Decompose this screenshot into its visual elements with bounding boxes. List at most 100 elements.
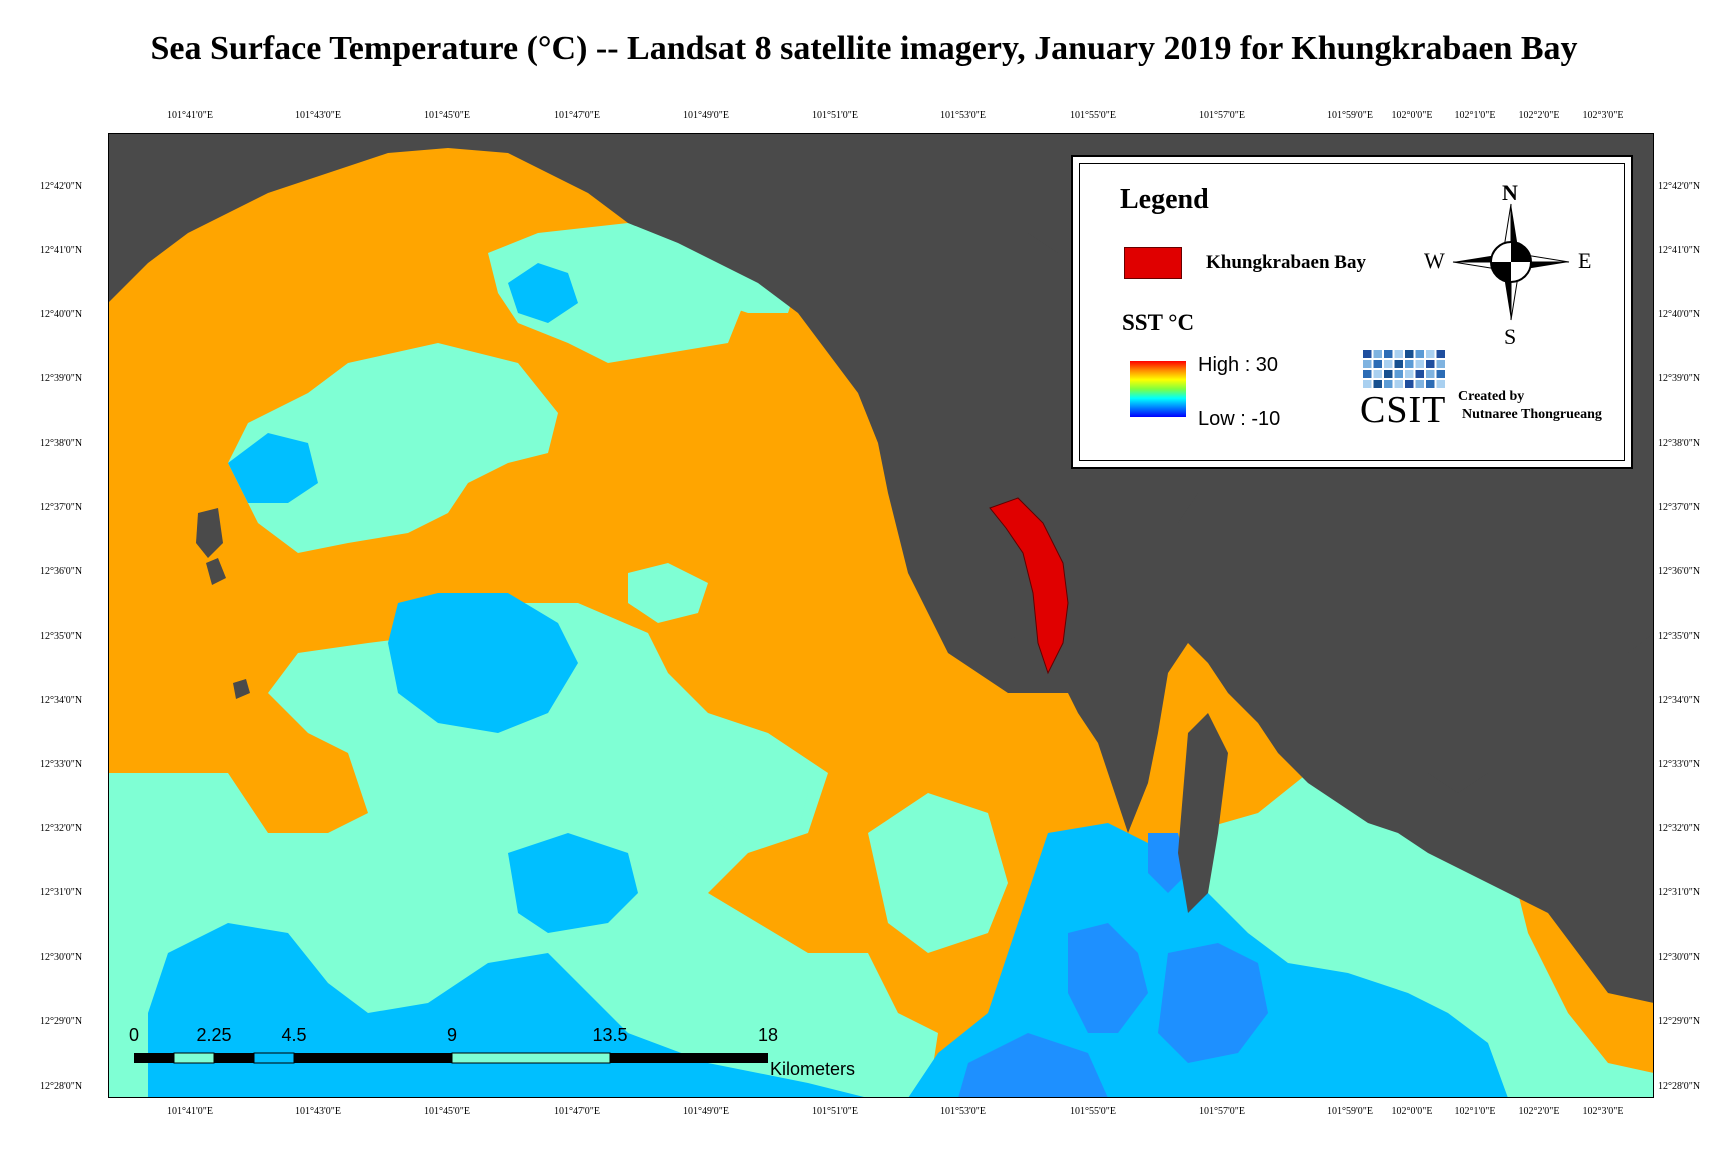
csit-logo-square (1415, 380, 1424, 388)
csit-logo-square (1426, 350, 1435, 358)
lat-label-right: 12°28'0"N (1658, 1081, 1701, 1092)
sst-low-label: Low : -10 (1198, 408, 1281, 430)
lat-label-left: 12°38'0"N (40, 438, 83, 449)
lon-label-bottom: 101°51'0"E (812, 1106, 858, 1117)
legend-title: Legend (1120, 184, 1209, 215)
lon-label-bottom: 101°41'0"E (167, 1106, 213, 1117)
lon-label-bottom: 102°3'0"E (1582, 1106, 1624, 1117)
csit-logo-square (1415, 360, 1424, 368)
lon-label-top: 101°41'0"E (167, 110, 213, 121)
scale-bar-graphic (134, 1052, 768, 1064)
lat-label-left: 12°41'0"N (40, 245, 83, 256)
lat-label-right: 12°35'0"N (1658, 631, 1701, 642)
csit-logo-square (1363, 350, 1372, 358)
csit-logo: CSIT (1360, 389, 1447, 431)
csit-logo-square (1405, 380, 1414, 388)
lon-label-bottom: 101°53'0"E (940, 1106, 986, 1117)
lat-label-right: 12°31'0"N (1658, 887, 1701, 898)
lon-label-bottom: 102°0'0"E (1391, 1106, 1433, 1117)
csit-logo-square (1363, 360, 1372, 368)
bay-label: Khungkrabaen Bay (1206, 252, 1366, 273)
sst-cold-zones (958, 833, 1268, 1098)
lat-label-left: 12°30'0"N (40, 952, 83, 963)
sst-high-label: High : 30 (1198, 354, 1279, 376)
csit-logo-square (1373, 360, 1382, 368)
compass-n: N (1502, 180, 1518, 205)
lon-label-top: 101°45'0"E (424, 110, 470, 121)
csit-logo-square (1436, 380, 1445, 388)
khungkrabaen-bay (989, 497, 1069, 675)
csit-logo-square (1373, 350, 1382, 358)
csit-logo-square (1426, 380, 1435, 388)
csit-logo-square (1436, 370, 1445, 378)
map-title: Sea Surface Temperature (°C) -- Landsat … (150, 30, 1578, 67)
lon-label-bottom: 101°45'0"E (424, 1106, 470, 1117)
csit-logo-square (1394, 360, 1403, 368)
compass-w: W (1424, 248, 1445, 273)
bay-swatch (1124, 247, 1182, 279)
lat-label-left: 12°32'0"N (40, 823, 83, 834)
legend-inner: Legend Khungkrabaen Bay SST °C High : 30… (1079, 163, 1625, 461)
scale-tick-4: 13.5 (592, 1025, 628, 1045)
lon-label-bottom: 101°57'0"E (1199, 1106, 1245, 1117)
lon-label-top: 101°43'0"E (295, 110, 341, 121)
created-by-author: Nutnaree Thongrueang (1462, 407, 1602, 422)
csit-logo-square (1373, 370, 1382, 378)
csit-logo-square (1405, 350, 1414, 358)
lon-label-bottom: 101°47'0"E (554, 1106, 600, 1117)
lon-label-bottom: 101°59'0"E (1327, 1106, 1373, 1117)
csit-logo-square (1426, 360, 1435, 368)
lat-label-right: 12°34'0"N (1658, 695, 1701, 706)
csit-logo-square (1384, 370, 1393, 378)
compass-s: S (1504, 324, 1517, 349)
csit-logo-square (1384, 360, 1393, 368)
lat-label-left: 12°37'0"N (40, 502, 83, 513)
sst-label: SST °C (1122, 310, 1195, 335)
lon-label-bottom: 102°1'0"E (1454, 1106, 1496, 1117)
lat-label-left: 12°40'0"N (40, 309, 83, 320)
csit-logo-square (1394, 370, 1403, 378)
lat-label-left: 12°28'0"N (40, 1081, 83, 1092)
lat-label-right: 12°39'0"N (1658, 373, 1701, 384)
lat-label-left: 12°31'0"N (40, 887, 83, 898)
csit-logo-square (1426, 370, 1435, 378)
lon-label-top: 101°59'0"E (1327, 110, 1373, 121)
lat-label-left: 12°39'0"N (40, 373, 83, 384)
lat-label-left: 12°35'0"N (40, 631, 83, 642)
lat-label-right: 12°36'0"N (1658, 566, 1701, 577)
compass-e: E (1578, 248, 1592, 273)
csit-logo-square (1405, 360, 1414, 368)
legend: Legend Khungkrabaen Bay SST °C High : 30… (1071, 155, 1633, 469)
lon-label-bottom: 102°2'0"E (1518, 1106, 1560, 1117)
csit-logo-square (1384, 350, 1393, 358)
lon-label-top: 101°49'0"E (683, 110, 729, 121)
sst-color-ramp (1130, 361, 1186, 417)
scale-tick-0: 0 (128, 1025, 140, 1045)
lat-label-right: 12°30'0"N (1658, 952, 1701, 963)
lat-label-left: 12°29'0"N (40, 1016, 83, 1027)
lon-label-top: 101°57'0"E (1199, 110, 1245, 121)
compass-icon: N S W E (1424, 180, 1591, 349)
csit-logo-square (1373, 380, 1382, 388)
lon-label-top: 101°47'0"E (554, 110, 600, 121)
scale-tick-2: 4.5 (281, 1025, 307, 1045)
lat-label-right: 12°41'0"N (1658, 245, 1701, 256)
lat-label-left: 12°34'0"N (40, 695, 83, 706)
lon-label-bottom: 101°43'0"E (295, 1106, 341, 1117)
scale-tick-3: 9 (446, 1025, 458, 1045)
lon-label-top: 102°1'0"E (1454, 110, 1496, 121)
lon-label-top: 102°2'0"E (1518, 110, 1560, 121)
lon-label-top: 102°3'0"E (1582, 110, 1624, 121)
created-by: Created by Nutnaree Thongrueang (1458, 388, 1602, 424)
lat-label-right: 12°37'0"N (1658, 502, 1701, 513)
csit-logo-square (1436, 350, 1445, 358)
csit-logo-square (1394, 350, 1403, 358)
csit-logo-square (1436, 360, 1445, 368)
csit-logo-square (1394, 380, 1403, 388)
lat-label-right: 12°40'0"N (1658, 309, 1701, 320)
lat-label-left: 12°36'0"N (40, 566, 83, 577)
lon-label-top: 101°55'0"E (1070, 110, 1116, 121)
lon-label-top: 102°0'0"E (1391, 110, 1433, 121)
csit-logo-square (1415, 350, 1424, 358)
lat-label-right: 12°29'0"N (1658, 1016, 1701, 1027)
